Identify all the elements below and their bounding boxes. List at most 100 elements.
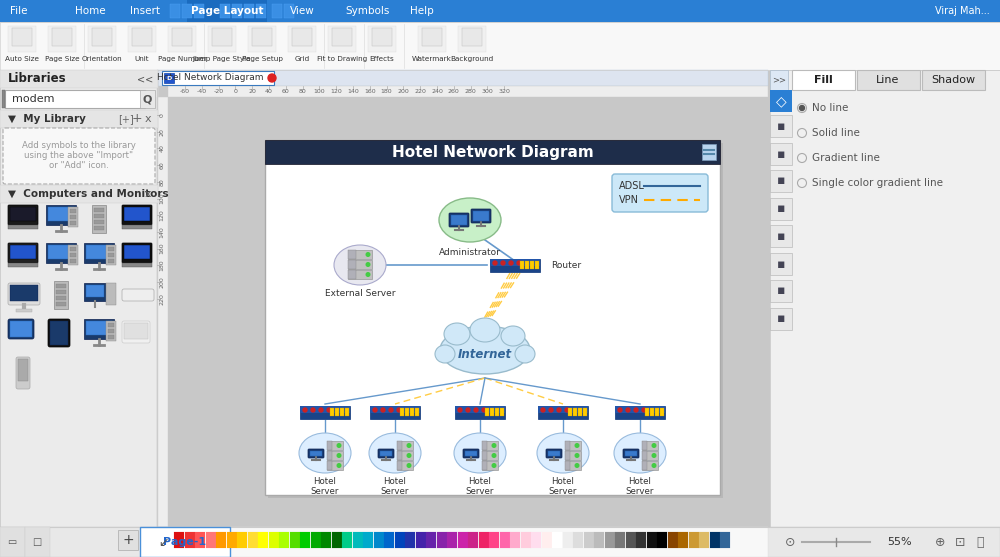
Bar — [447, 532, 457, 548]
Text: ▪: ▪ — [777, 285, 785, 297]
Text: Q: Q — [142, 94, 152, 104]
Bar — [770, 115, 792, 137]
Circle shape — [652, 463, 656, 467]
Circle shape — [800, 105, 804, 110]
Text: 140: 140 — [347, 89, 359, 94]
Bar — [86, 245, 112, 259]
Bar — [642, 461, 647, 470]
Bar — [520, 261, 524, 269]
Text: Solid line: Solid line — [812, 128, 860, 138]
Bar — [0, 110, 158, 128]
Text: Page-1: Page-1 — [163, 537, 207, 547]
Bar — [10, 321, 32, 337]
Circle shape — [303, 408, 307, 412]
Bar — [415, 408, 419, 416]
Text: Add symbols to the library: Add symbols to the library — [22, 140, 136, 149]
Bar — [94, 226, 104, 230]
Bar — [195, 532, 205, 548]
Bar — [70, 247, 76, 251]
Text: 220: 220 — [414, 89, 426, 94]
FancyBboxPatch shape — [8, 243, 38, 263]
Text: 0: 0 — [233, 89, 237, 94]
Text: 220: 220 — [160, 293, 164, 305]
Circle shape — [327, 408, 331, 412]
Bar — [372, 28, 392, 46]
Bar — [370, 406, 420, 419]
Bar — [220, 4, 230, 18]
Bar — [212, 28, 232, 46]
Text: 100: 100 — [160, 193, 164, 204]
Bar — [642, 451, 658, 460]
Bar — [542, 532, 552, 548]
Bar — [158, 527, 768, 557]
Bar — [70, 253, 76, 257]
Bar — [8, 225, 38, 229]
Bar — [321, 532, 331, 548]
Circle shape — [575, 454, 579, 457]
Circle shape — [319, 408, 323, 412]
Text: Hotel
Server: Hotel Server — [311, 477, 339, 496]
Bar — [455, 406, 505, 419]
Bar — [462, 28, 482, 46]
Bar — [500, 408, 504, 416]
Text: ▪: ▪ — [777, 120, 785, 133]
Ellipse shape — [614, 433, 666, 473]
FancyBboxPatch shape — [122, 243, 152, 263]
Bar — [132, 28, 152, 46]
Bar — [490, 408, 494, 416]
Text: +: + — [122, 533, 134, 547]
Bar — [327, 451, 343, 460]
Bar — [54, 281, 68, 309]
Bar — [168, 86, 768, 97]
Bar — [422, 28, 442, 46]
Bar — [187, 0, 267, 22]
Text: modem: modem — [12, 94, 54, 104]
Bar — [573, 532, 583, 548]
Bar — [565, 451, 570, 460]
Bar — [265, 140, 720, 495]
Bar — [12, 28, 32, 46]
Text: <<: << — [137, 74, 153, 84]
Text: Effects: Effects — [370, 56, 394, 62]
Text: ▪: ▪ — [777, 257, 785, 271]
Ellipse shape — [299, 433, 351, 473]
FancyBboxPatch shape — [612, 174, 708, 212]
Bar — [86, 285, 104, 297]
Text: 60: 60 — [282, 89, 290, 94]
Bar — [0, 185, 158, 203]
Bar — [208, 26, 236, 52]
Bar — [106, 321, 116, 341]
Bar — [565, 441, 581, 450]
Circle shape — [634, 408, 638, 412]
Bar — [535, 261, 539, 269]
Bar — [699, 532, 709, 548]
Bar — [688, 532, 698, 548]
Bar — [642, 451, 647, 460]
Bar — [770, 308, 792, 330]
Text: ▪: ▪ — [777, 203, 785, 216]
Bar — [530, 261, 534, 269]
Bar — [348, 270, 372, 279]
Bar — [172, 28, 192, 46]
Bar — [636, 532, 646, 548]
Bar — [327, 461, 343, 470]
Text: Shadow: Shadow — [931, 75, 975, 85]
Bar — [16, 309, 32, 312]
Bar — [348, 260, 356, 269]
FancyBboxPatch shape — [122, 289, 154, 301]
Bar — [106, 283, 116, 305]
Text: View: View — [290, 6, 315, 16]
Bar — [538, 406, 588, 413]
Bar — [10, 285, 38, 301]
Circle shape — [268, 74, 276, 82]
Bar — [573, 408, 577, 416]
Bar — [482, 461, 487, 470]
Bar — [330, 408, 334, 416]
Bar — [332, 532, 342, 548]
Bar — [702, 144, 716, 160]
Bar — [405, 408, 409, 416]
FancyBboxPatch shape — [8, 283, 40, 305]
Ellipse shape — [334, 245, 386, 285]
Text: 40: 40 — [160, 144, 164, 152]
Bar — [578, 408, 582, 416]
